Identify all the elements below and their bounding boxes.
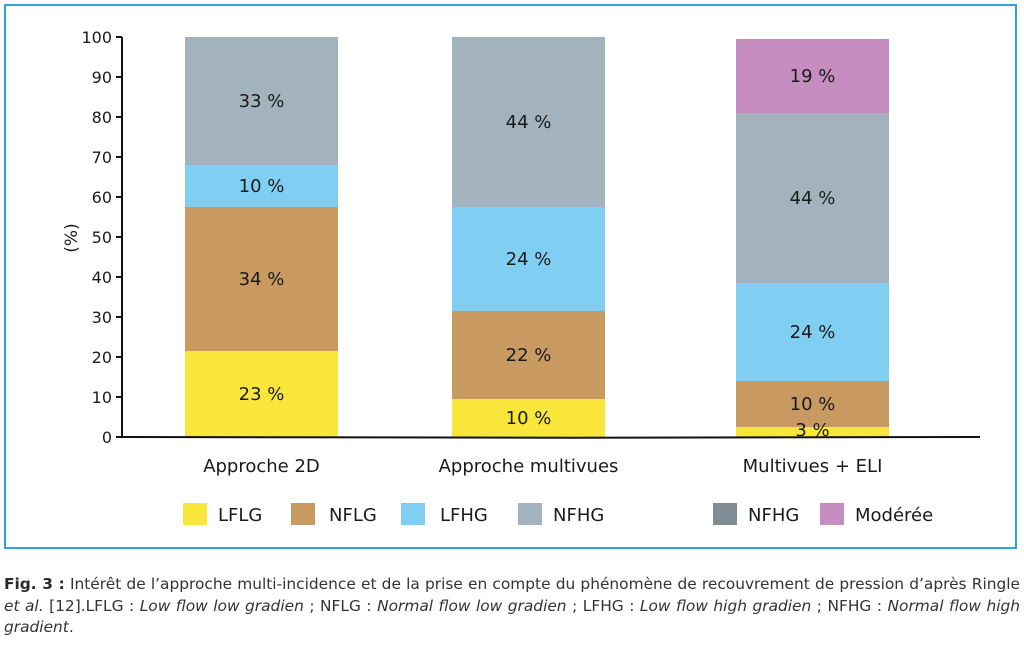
bar-value-label: 22 % (506, 345, 552, 366)
legend: LFLG NFLG LFHG NFHG NFHG Modérée (183, 503, 933, 526)
bar-value-label: 24 % (790, 322, 836, 343)
axis-layer: 0 10 20 30 40 50 60 70 80 90 100 (%) (62, 28, 981, 447)
caption-text: ; NFLG : (303, 596, 378, 615)
labels-layer: 23 % 34 % 10 % 33 % 10 % 22 % 24 % 44 % 3 % 10 % 2… (203, 66, 882, 477)
bar-value-label: 19 % (790, 66, 836, 87)
bar-value-label: 34 % (239, 269, 285, 290)
bar-value-label: 24 % (506, 249, 552, 270)
y-tick-label: 70 (92, 148, 112, 167)
y-tick-label: 20 (92, 348, 112, 367)
bar-value-label: 10 % (506, 408, 552, 429)
bar-segment-lfhg (736, 283, 889, 381)
y-tick-label: 90 (92, 68, 112, 87)
caption-fig-label: Fig. 3 : (4, 575, 65, 593)
bar-value-label: 10 % (790, 394, 836, 415)
caption-text: ; NFHG : (811, 596, 888, 615)
bar-segment-lfhg (185, 165, 338, 207)
bar-segment-nflg (185, 207, 338, 351)
caption-text: et al. (4, 596, 44, 615)
y-tick-label: 30 (92, 308, 112, 327)
legend-label: Modérée (855, 505, 933, 526)
legend-swatch (291, 503, 315, 525)
y-tick-label: 100 (81, 28, 112, 47)
bar-value-label: 23 % (239, 384, 285, 405)
x-axis-line (121, 436, 981, 439)
figure-caption: Fig. 3 : Intérêt de l’approche multi-inc… (4, 574, 1020, 639)
legend-swatch (713, 503, 737, 525)
bar-segment-nfhg (736, 113, 889, 283)
legend-label: LFLG (218, 505, 262, 526)
bar-segment-lfhg (452, 207, 605, 311)
legend-label: NFLG (329, 505, 377, 526)
caption-text: Low flow high gradien (639, 596, 812, 615)
bar-value-label: 10 % (239, 176, 285, 197)
bar-segment-lflg (452, 399, 605, 437)
legend-label: NFHG (553, 505, 604, 526)
x-category-label: Approche multivues (439, 456, 619, 477)
legend-swatch (401, 503, 425, 525)
caption-text: Low flow low gradien (139, 596, 304, 615)
legend-swatch (820, 503, 844, 525)
legend-label: LFHG (440, 505, 488, 526)
bar-value-label: 33 % (239, 91, 285, 112)
y-tick-label: 50 (92, 228, 112, 247)
bar-value-label: 44 % (790, 188, 836, 209)
x-category-label: Multivues + ELI (743, 456, 883, 477)
caption-text: . (68, 618, 74, 636)
bar-segment-lflg (185, 351, 338, 437)
bar-segment-mod-r-e (736, 39, 889, 113)
caption-text: Normal flow low gradien (377, 596, 567, 615)
legend-swatch (183, 503, 207, 525)
stacked-bar-chart: 0 10 20 30 40 50 60 70 80 90 100 (%) 23 % 34 % 10 % 33… (62, 28, 981, 526)
y-tick-label: 40 (92, 268, 112, 287)
y-tick-label: 60 (92, 188, 112, 207)
bar-value-label: 44 % (506, 112, 552, 133)
y-tick-label: 0 (102, 428, 112, 447)
bar-segment-nflg (452, 311, 605, 399)
bar-segment-nflg (736, 381, 889, 427)
legend-swatch (518, 503, 542, 525)
x-category-label: Approche 2D (203, 456, 320, 477)
y-tick-label: 80 (92, 108, 112, 127)
y-axis-label: (%) (62, 223, 82, 252)
bars-layer (185, 37, 889, 437)
y-tick-label: 10 (92, 388, 112, 407)
legend-label: NFHG (748, 505, 799, 526)
caption-text: Normal flow high gradient (4, 596, 1020, 637)
bar-segment-nfhg (452, 37, 605, 207)
figure-frame (4, 4, 1017, 549)
bar-segment-nfhg (185, 37, 338, 165)
caption-text: [12].LFLG : (43, 596, 140, 615)
caption-text: ; LFHG : (566, 596, 640, 615)
caption-text: Intérêt de l’approche multi-incidence et… (64, 575, 1020, 593)
bar-segment-lflg (736, 427, 889, 437)
bar-value-label: 3 % (795, 420, 829, 441)
